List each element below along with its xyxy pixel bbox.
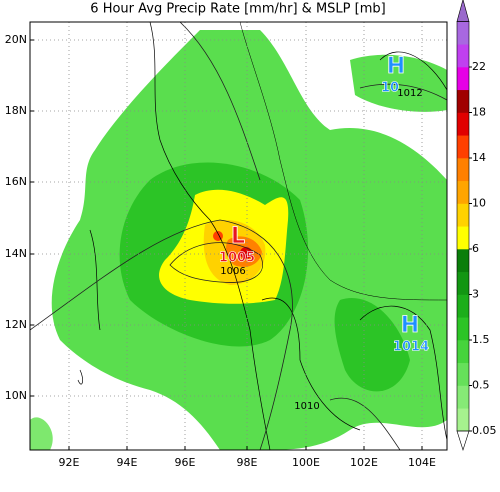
colorbar-segment (457, 180, 469, 204)
longitude-label: 92E (59, 456, 80, 469)
title: 6 Hour Avg Precip Rate [mm/hr] & MSLP [m… (90, 2, 385, 17)
graticule (30, 22, 447, 450)
isobar-label: 1010 (294, 401, 319, 412)
longitude-label: 96E (175, 456, 196, 469)
colorbar-label: 1.5 (472, 333, 490, 346)
colorbar-segment (457, 135, 469, 159)
colorbar-segment (457, 317, 469, 341)
latitude-label: 18N (5, 104, 27, 117)
colorbar-segment (457, 408, 469, 432)
pressure-value: 10 (381, 81, 399, 96)
colorbar-segment (457, 340, 469, 364)
latitude-label: 14N (5, 247, 27, 260)
coastlines (77, 22, 447, 450)
colorbar-label: 14 (472, 151, 486, 164)
colorbar-segment (457, 112, 469, 136)
latitude-label: 20N (5, 33, 27, 46)
longitude-label: 98E (237, 456, 258, 469)
intense-rain (213, 231, 223, 241)
isobar-label: 1006 (220, 266, 245, 277)
colorbar-segment (457, 249, 469, 273)
intense-rain (240, 247, 252, 259)
colorbar-label: 3 (472, 288, 479, 301)
longitude-label: 104E (408, 456, 436, 469)
pressure-value: 1014 (393, 340, 429, 355)
latitude-label: 12N (5, 318, 27, 331)
pressure-symbol: H (401, 313, 419, 338)
colorbar-label: 0.05 (472, 424, 497, 437)
precip-field (30, 22, 447, 450)
pressure-value: 1005 (219, 251, 255, 266)
colorbar-segment (457, 21, 469, 45)
longitude-label: 100E (292, 456, 320, 469)
latitude-label: 16N (5, 175, 27, 188)
colorbar-segment (457, 226, 469, 250)
colorbar-under (456, 430, 470, 451)
longitude-label: 102E (350, 456, 378, 469)
colorbar-label: 0.5 (472, 379, 490, 392)
colorbar-frame (456, 21, 470, 432)
map-frame (29, 21, 448, 451)
pressure-symbol: L (231, 224, 245, 249)
light-rain (30, 417, 53, 450)
colorbar-label: 18 (472, 106, 486, 119)
light-rain (350, 54, 447, 112)
colorbar-segment (457, 362, 469, 386)
longitude-label: 94E (117, 456, 138, 469)
colorbar-label: 10 (472, 197, 486, 210)
colorbar-segment (457, 158, 469, 182)
colorbar-over (456, 0, 470, 22)
colorbar-label: 22 (472, 60, 486, 73)
pressure-symbol: H (387, 54, 405, 79)
colorbar-segment (457, 385, 469, 409)
colorbar-segment (457, 271, 469, 295)
colorbar-segment (457, 203, 469, 227)
latitude-label: 10N (5, 389, 27, 402)
colorbar-segment (457, 44, 469, 68)
colorbar-segment (457, 294, 469, 318)
isobars (30, 22, 447, 450)
colorbar-segment (457, 67, 469, 91)
moderate-rain (334, 298, 410, 392)
isobar-label: 1012 (397, 88, 422, 99)
colorbar-label: 6 (472, 242, 479, 255)
colorbar-segment (457, 89, 469, 113)
